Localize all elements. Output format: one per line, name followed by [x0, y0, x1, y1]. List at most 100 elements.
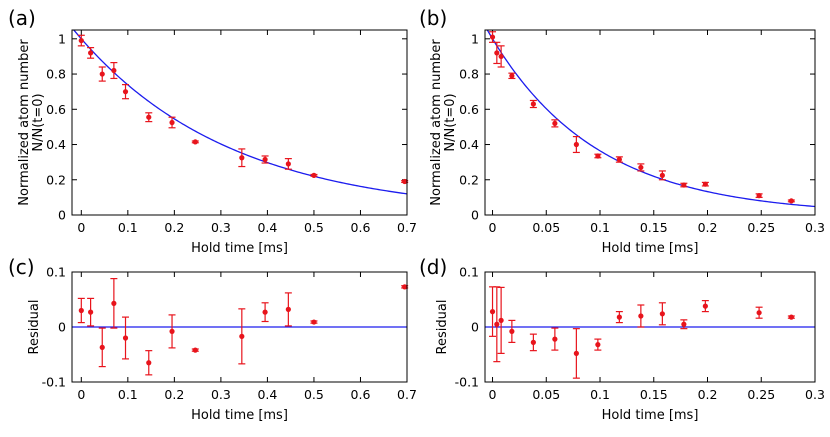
panel-b-ytick-label: 0.2: [459, 172, 479, 187]
panel-b-data-point: [756, 193, 762, 199]
panel-a-data-point: [78, 37, 84, 44]
panel-a-frame: [71, 29, 408, 216]
panel-a-ytick-label: 0.8: [46, 67, 66, 82]
panel-c-data-point: [78, 307, 84, 314]
panel-a-ytick-label: 0: [58, 208, 66, 223]
panel-c-xlabel: Hold time [ms]: [191, 408, 288, 423]
panel-a-xtick-label: 0.5: [304, 220, 324, 235]
panel-d-ytick-label: 0: [471, 320, 479, 335]
panel-d-ytick-label: -0.1: [455, 375, 479, 390]
panel-b-data-point: [530, 101, 536, 107]
panel-d-xtick-label: 0.1: [590, 387, 610, 402]
panel-d-data-point: [530, 339, 536, 345]
panel-b-ylabel: N/N(t=0): [443, 93, 458, 151]
panel-d-xlabel: Hold time [ms]: [602, 408, 699, 423]
panel-c-xtick-label: 0.5: [304, 387, 324, 402]
panel-b-data-point: [681, 182, 687, 188]
panel-b-ytick-label: 0.4: [459, 137, 479, 152]
panel-c-data-point: [262, 309, 268, 315]
panel-a-ytick-label: 0.2: [46, 172, 66, 187]
panel-d-data-point: [498, 317, 504, 323]
panel-b-data-point: [788, 198, 794, 204]
panel-a-xtick-label: 0.2: [164, 220, 184, 235]
panel-d-data-point: [616, 314, 622, 320]
panel-b-data-point: [498, 53, 504, 60]
panel-a-xlabel: Hold time [ms]: [191, 241, 288, 256]
panel-d-data-point: [573, 350, 579, 356]
panel-a-data-point: [402, 178, 408, 185]
panel-a-xtick-label: 0.1: [118, 220, 138, 235]
panel-b-xtick-label: 0: [489, 220, 497, 235]
panel-a-data-point: [146, 114, 152, 120]
panel-c-data-point: [169, 328, 175, 334]
panel-c-xtick-label: 0.3: [211, 387, 231, 402]
panel-c-data-point: [99, 344, 105, 350]
panel-a-xtick-label: 0.7: [397, 220, 417, 235]
panel-b-fit-curve: [486, 30, 815, 208]
panel-d-xtick-label: 0.2: [698, 387, 718, 402]
panel-b-ytick-label: 0.8: [459, 67, 479, 82]
panel-a-ytick-label: 1: [58, 31, 66, 46]
panel-c-data-point: [402, 284, 408, 290]
panel-d-data-point: [756, 310, 762, 316]
panel-c-xtick-label: 0: [77, 387, 85, 402]
panel-c-data-point: [111, 300, 117, 306]
panel-d-ytick-label: 0.1: [459, 265, 479, 280]
panel-a-data-point: [169, 119, 175, 126]
panel-a-data-point: [192, 139, 198, 145]
panel-d-data-point: [788, 314, 794, 320]
panel-a-data-point: [99, 71, 105, 77]
panel-c-ytick-label: -0.1: [42, 375, 66, 390]
panel-d-data-point: [509, 328, 515, 334]
panel-d-xtick-label: 0: [489, 387, 497, 402]
panel-d-data-point: [702, 303, 708, 309]
panel-a-data-point: [262, 156, 268, 163]
panel-b-ytick-label: 0: [471, 208, 479, 223]
panel-d-data-point: [659, 311, 665, 317]
panel-c-data-point: [239, 333, 245, 339]
panel-b-data-point: [573, 141, 579, 148]
panel-b-xtick-label: 0.2: [698, 220, 718, 235]
panel-c-ytick-label: 0: [58, 320, 66, 335]
panel-d-data-point: [595, 342, 601, 348]
panel-b-data-point: [509, 73, 515, 79]
panel-d-data-point: [489, 309, 496, 315]
panel-b-label: (b): [419, 6, 447, 30]
panel-a-xtick-label: 0: [77, 220, 85, 235]
panel-c-xtick-label: 0.7: [397, 387, 417, 402]
panel-a-data-point: [311, 172, 317, 178]
panel-d-data-point: [638, 313, 644, 319]
panel-c-data-point: [311, 319, 317, 325]
panel-a-ytick-label: 0.4: [46, 137, 66, 152]
panel-d-data-point: [552, 336, 558, 342]
panel-b-frame: [484, 29, 816, 216]
panel-d-ylabel: Residual: [435, 300, 450, 355]
panel-a-xtick-label: 0.3: [211, 220, 231, 235]
panel-a-ylabel: N/N(t=0): [31, 93, 46, 151]
panel-a-ylabel: Normalized atom number: [17, 39, 32, 206]
panel-a-data-point: [285, 161, 291, 167]
panel-c-data-point: [122, 335, 129, 341]
panel-c-frame: [71, 271, 408, 383]
panel-a-xtick-label: 0.6: [351, 220, 371, 235]
panel-b-xtick-label: 0.15: [640, 220, 668, 235]
panel-c-label: (c): [8, 255, 35, 279]
panel-d-xtick-label: 0.15: [640, 387, 668, 402]
panel-d-frame: [484, 271, 816, 383]
panel-b-xlabel: Hold time [ms]: [602, 241, 699, 256]
panel-c-xtick-label: 0.4: [257, 387, 277, 402]
panel-b-xtick-label: 0.1: [590, 220, 610, 235]
panel-b-ytick-label: 0.6: [459, 102, 479, 117]
panel-a-ytick-label: 0.6: [46, 102, 66, 117]
panel-b-data-point: [659, 172, 665, 178]
panel-b-data-point: [595, 153, 601, 159]
panel-b-ytick-label: 1: [471, 31, 479, 46]
panel-b-data-point: [552, 120, 558, 126]
panel-d-xtick-label: 0.05: [532, 387, 560, 402]
panel-c-xtick-label: 0.1: [118, 387, 138, 402]
panel-b-ylabel: Normalized atom number: [429, 39, 444, 206]
panel-d-data-point: [494, 321, 500, 327]
panel-a-fit-curve: [72, 30, 407, 195]
panel-d-label: (d): [419, 255, 447, 279]
